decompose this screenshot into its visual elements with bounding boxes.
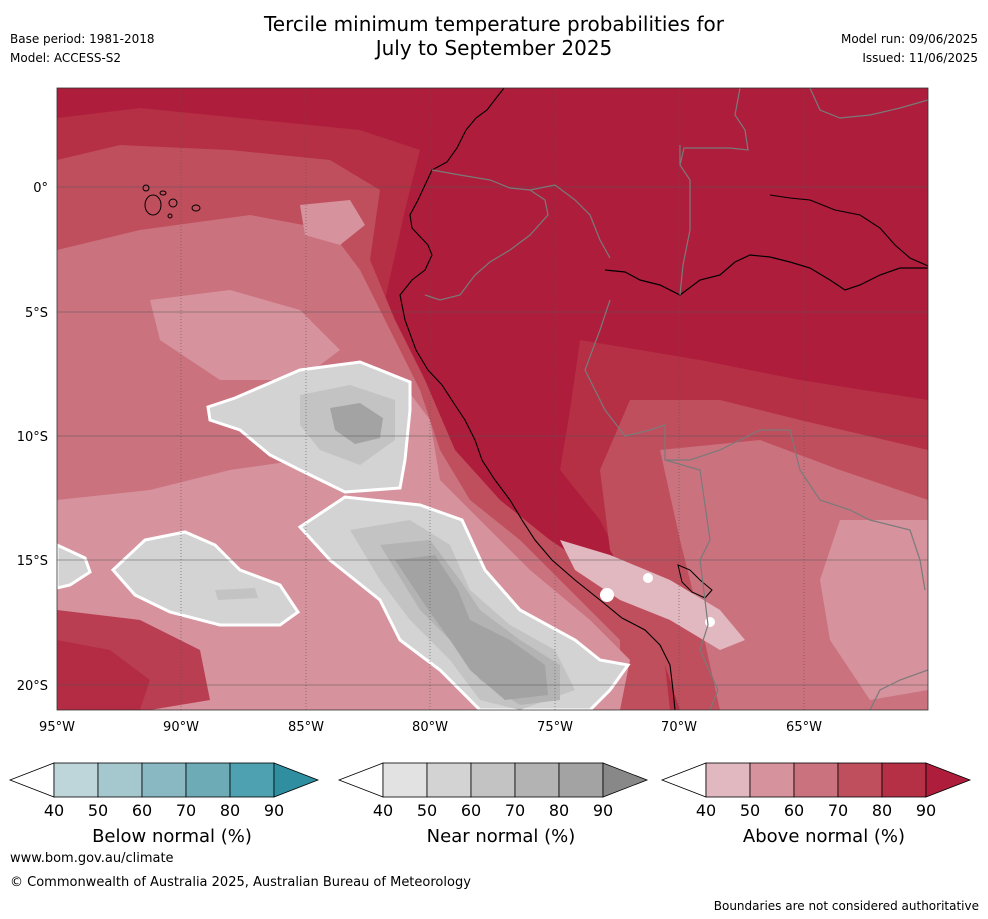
above-normal-colorbar: 40 50 60 70 80 90 Above normal (%): [660, 762, 972, 847]
model-name: Model: ACCESS-S2: [10, 51, 122, 65]
legend: 40 50 60 70 80 90 Below normal (%) 40 50 60 70 80 90…: [8, 762, 972, 847]
below-normal-high-arrow: [273, 762, 320, 798]
above-normal-tick-90: 90: [916, 801, 936, 820]
longitude-labels: 95°W 90°W 85°W 80°W 75°W 70°W 65°W: [39, 720, 822, 735]
below-normal-tick-40: 40: [44, 801, 64, 820]
near-normal-tick-70: 70: [505, 801, 525, 820]
near-normal-spot-3: [705, 617, 715, 627]
near-normal-region-c: [110, 530, 301, 627]
lat-label-0: 0°: [33, 181, 48, 196]
website-link[interactable]: www.bom.gov.au/climate: [10, 851, 174, 866]
above-normal-low-arrow: [660, 762, 707, 798]
below-normal-low-arrow: [8, 762, 55, 798]
below-normal-tick-50: 50: [88, 801, 108, 820]
below-normal-colorbar: 40 50 60 70 80 90 Below normal (%): [8, 762, 320, 847]
below-normal-tick-80: 80: [220, 801, 240, 820]
graticule: [57, 88, 928, 710]
near-normal-tick-50: 50: [417, 801, 437, 820]
near-normal-colorbar: 40 50 60 70 80 90 Near normal (%): [337, 762, 649, 847]
lon-label-90w: 90°W: [163, 720, 199, 735]
above-normal-tick-40: 40: [696, 801, 716, 820]
probability-map: [57, 88, 928, 710]
near-normal-spot-1: [600, 588, 614, 602]
lon-label-95w: 95°W: [39, 720, 75, 735]
below-normal-tick-70: 70: [176, 801, 196, 820]
above-normal-segment-40: [705, 762, 751, 798]
base-period: Base period: 1981-2018: [10, 32, 155, 46]
above-normal-segment-80: [881, 762, 927, 798]
below-normal-tick-60: 60: [132, 801, 152, 820]
near-normal-segment-50: [426, 762, 472, 798]
boundary-disclaimer: Boundaries are not considered authoritat…: [713, 899, 979, 913]
amazon-river: [604, 254, 928, 296]
above-normal-high-arrow: [925, 762, 972, 798]
near-normal-tick-40: 40: [373, 801, 393, 820]
meta-right: Model run: 09/06/2025 Issued: 11/06/2025: [841, 30, 978, 68]
meta-left: Base period: 1981-2018 Model: ACCESS-S2: [10, 30, 155, 68]
lat-label-20s: 20°S: [17, 679, 48, 694]
near-normal-title: Near normal (%): [427, 826, 576, 847]
lon-label-80w: 80°W: [412, 720, 448, 735]
near-normal-low-arrow: [337, 762, 384, 798]
below-normal-segment-50: [97, 762, 143, 798]
lat-label-5s: 5°S: [25, 306, 48, 321]
lon-label-85w: 85°W: [288, 720, 324, 735]
lon-label-75w: 75°W: [537, 720, 573, 735]
above-normal-segment-70: [837, 762, 883, 798]
above-50-interior: [820, 520, 928, 700]
latitude-labels: 0° 5°S 10°S 15°S 20°S: [17, 181, 48, 694]
near-normal-tick-60: 60: [461, 801, 481, 820]
near-normal-segment-60: [470, 762, 516, 798]
below-normal-tick-90: 90: [264, 801, 284, 820]
above-normal-tick-70: 70: [828, 801, 848, 820]
rio-negro: [769, 194, 928, 267]
south-america-coastline: [399, 88, 676, 710]
lon-label-65w: 65°W: [786, 720, 822, 735]
near-normal-region-b-80: [395, 555, 548, 700]
title-line-2: July to September 2025: [375, 36, 613, 60]
above-normal-title: Above normal (%): [743, 826, 905, 847]
above-normal-tick-60: 60: [784, 801, 804, 820]
near-normal-high-arrow: [602, 762, 649, 798]
near-normal-tick-90: 90: [593, 801, 613, 820]
country-boundaries: [424, 88, 928, 710]
below-normal-segment-40: [53, 762, 99, 798]
near-normal-region-a-70: [330, 403, 383, 444]
lat-label-10s: 10°S: [17, 430, 48, 445]
above-normal-segment-50: [749, 762, 795, 798]
below-normal-segment-60: [141, 762, 187, 798]
map-frame: [56, 87, 929, 711]
below-normal-segment-70: [185, 762, 231, 798]
copyright-text: © Commonwealth of Australia 2025, Austra…: [10, 875, 471, 890]
near-normal-segment-70: [514, 762, 560, 798]
near-normal-segment-40: [382, 762, 428, 798]
above-50-band-north: [150, 290, 340, 380]
above-normal-tick-50: 50: [740, 801, 760, 820]
issued-date: Issued: 11/06/2025: [862, 51, 978, 65]
model-run: Model run: 09/06/2025: [840, 32, 978, 46]
lon-label-70w: 70°W: [661, 720, 697, 735]
near-normal-region-d: [57, 543, 92, 590]
near-normal-tick-80: 80: [549, 801, 569, 820]
title-line-1: Tercile minimum temperature probabilitie…: [263, 12, 725, 36]
lake-titicaca: [677, 564, 713, 599]
above-40-coastal-streak: [560, 540, 745, 650]
below-normal-segment-80: [229, 762, 275, 798]
below-normal-title: Below normal (%): [92, 826, 252, 847]
near-normal-region-c-60: [215, 588, 258, 600]
lat-label-15s: 15°S: [17, 554, 48, 569]
above-50-equator-patch: [300, 200, 365, 245]
galapagos-islands: [142, 184, 201, 219]
above-normal-tick-80: 80: [872, 801, 892, 820]
near-normal-spot-2: [643, 573, 653, 583]
above-normal-segment-60: [793, 762, 839, 798]
near-normal-segment-80: [558, 762, 604, 798]
chart-title: Tercile minimum temperature probabilitie…: [0, 12, 988, 60]
